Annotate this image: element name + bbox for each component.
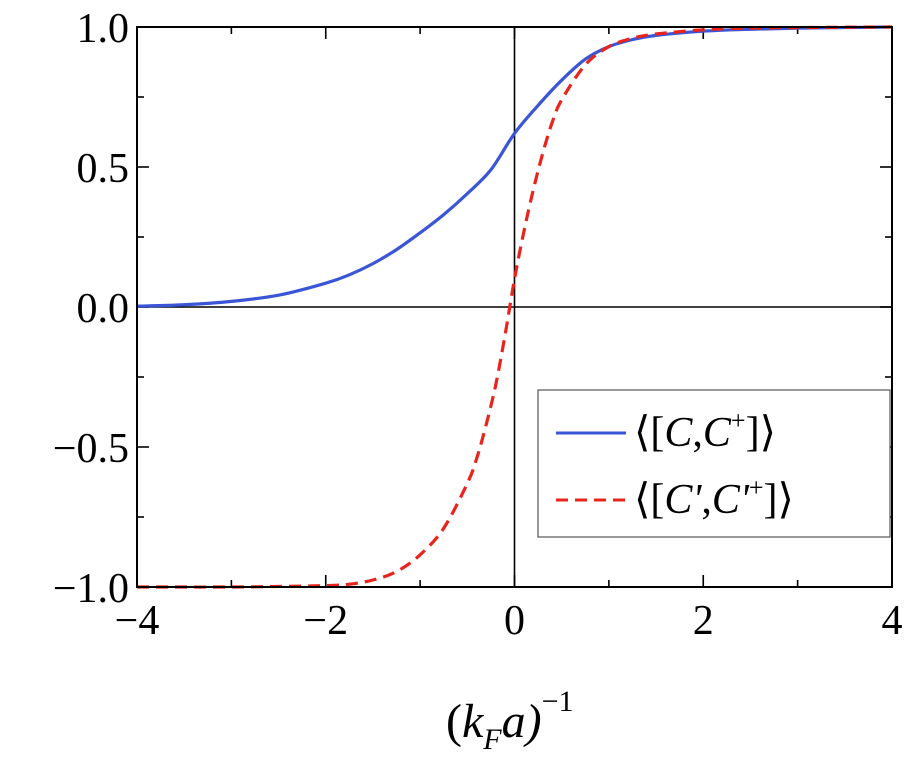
legend-label-series-1: ⟨[C,C+]⟩ <box>634 406 776 456</box>
x-tick-label: 0 <box>504 598 525 644</box>
y-tick-label: 0.5 <box>77 146 130 192</box>
x-axis-label: (kFa)−1 <box>446 685 574 756</box>
legend: ⟨[C,C+]⟩ ⟨[C',C'+]⟩ <box>537 389 891 538</box>
series-line-1 <box>136 25 893 308</box>
x-tick-label: −2 <box>303 598 348 644</box>
y-tick-label: −0.5 <box>53 426 129 472</box>
x-axis-ticks: −4 −2 0 2 4 <box>115 27 903 644</box>
legend-label-series-2: ⟨[C',C'+]⟩ <box>634 473 794 523</box>
y-tick-label: −1.0 <box>53 566 129 612</box>
x-tick-label: −4 <box>115 598 160 644</box>
legend-box <box>537 389 891 538</box>
x-tick-label: 4 <box>882 598 903 644</box>
y-tick-label: 0.0 <box>77 286 130 332</box>
plot-frame <box>136 26 893 588</box>
y-axis-ticks: −1.0 −0.5 0.0 0.5 1.0 <box>53 6 892 612</box>
y-tick-label: 1.0 <box>77 6 130 52</box>
series-layer <box>136 25 893 589</box>
plot-lines <box>137 27 892 587</box>
x-tick-label: 2 <box>693 598 714 644</box>
series-line-2 <box>136 25 893 589</box>
